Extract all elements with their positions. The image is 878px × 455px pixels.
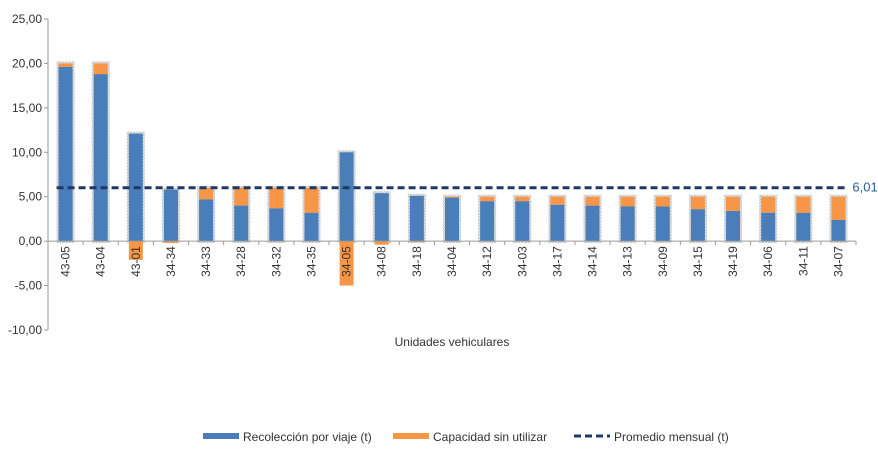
bar-capacidad	[199, 187, 214, 200]
bar-capacidad	[690, 196, 705, 210]
bar-capacidad	[445, 196, 459, 198]
y-tick-label: 20,00	[12, 56, 42, 70]
bar-recoleccion	[93, 74, 108, 242]
bar-recoleccion	[515, 201, 530, 242]
bar-recoleccion	[163, 189, 178, 242]
legend-swatch-recoleccion	[203, 433, 239, 439]
bar-capacidad	[796, 196, 811, 213]
y-tick-label: 0,00	[19, 234, 43, 248]
legend-swatch-capacidad	[393, 433, 429, 439]
bar-recoleccion	[374, 193, 389, 242]
average-line-group: 6,01	[56, 180, 878, 195]
bar-capacidad	[480, 196, 495, 202]
x-tick-label: 34-09	[656, 246, 670, 277]
bar-capacidad	[374, 241, 389, 245]
bar-recoleccion	[480, 201, 495, 242]
bar-recoleccion	[269, 208, 284, 242]
bar-recoleccion	[690, 209, 705, 242]
x-tick-label: 34-08	[375, 246, 389, 277]
bar-capacidad	[585, 196, 600, 206]
x-axis: 43-05 43-04 43-01 34-34 34-33 34-28 34-32 34-35…	[47, 240, 857, 277]
y-tick-label: -5,00	[15, 279, 43, 293]
bar-capacidad	[93, 63, 108, 75]
average-label: 6,01	[852, 180, 877, 195]
bar-recoleccion	[655, 206, 670, 242]
bar-capacidad	[550, 196, 565, 205]
x-tick-label: 34-11	[796, 246, 810, 276]
bar-capacidad	[620, 196, 635, 207]
x-tick-label: 34-05	[340, 246, 354, 277]
x-tick-label: 34-34	[164, 246, 178, 277]
bar-capacidad	[304, 187, 319, 213]
x-tick-label: 34-35	[304, 246, 318, 277]
bar-recoleccion	[199, 199, 214, 242]
bar-capacidad	[234, 187, 249, 206]
bar-recoleccion	[234, 205, 249, 242]
y-tick-label: 15,00	[12, 101, 42, 115]
y-tick-label: 25,00	[12, 12, 42, 26]
bar-recoleccion	[831, 219, 846, 242]
bar-recoleccion	[445, 197, 459, 242]
y-tick-label: 10,00	[12, 145, 42, 159]
bar-capacidad	[515, 196, 530, 202]
legend: Recolección por viaje (t) Capacidad sin u…	[203, 430, 729, 444]
bar-recoleccion	[620, 206, 635, 242]
y-tick-label: -10,00	[8, 323, 42, 337]
bar-capacidad	[269, 187, 284, 209]
bar-recoleccion	[304, 212, 319, 242]
legend-label-capacidad: Capacidad sin utilizar	[433, 430, 547, 444]
bar-capacidad	[58, 63, 73, 67]
bar-capacidad	[726, 196, 741, 211]
x-tick-label: 34-19	[726, 246, 740, 277]
bar-capacidad	[339, 241, 354, 286]
x-tick-label: 34-07	[831, 246, 845, 277]
x-tick-label: 34-18	[410, 246, 424, 277]
y-tick-label: 5,00	[19, 190, 43, 204]
bar-recoleccion	[761, 212, 776, 242]
x-tick-label: 34-13	[621, 246, 635, 277]
x-tick-label: 43-01	[129, 246, 143, 277]
bar-capacidad	[655, 196, 670, 207]
bar-recoleccion	[550, 204, 565, 242]
x-tick-label: 34-14	[586, 246, 600, 277]
bar-capacidad	[831, 196, 846, 220]
x-tick-label: 34-32	[269, 246, 283, 277]
bar-capacidad	[163, 241, 178, 243]
x-axis-title: Unidades vehiculares	[395, 335, 510, 349]
x-tick-label: 34-33	[199, 246, 213, 277]
bar-recoleccion	[339, 152, 354, 242]
x-tick-label: 43-04	[94, 246, 108, 277]
bar-capacidad	[761, 196, 776, 213]
bar-recoleccion	[726, 210, 741, 242]
bar-recoleccion	[58, 66, 73, 242]
legend-label-recoleccion: Recolección por viaje (t)	[243, 430, 372, 444]
x-tick-label: 34-17	[550, 246, 564, 277]
x-tick-label: 43-05	[59, 246, 73, 277]
bars	[58, 63, 846, 286]
x-tick-label: 34-06	[761, 246, 775, 277]
x-tick-label: 34-04	[445, 246, 459, 277]
bar-recoleccion	[409, 195, 424, 242]
bar-recoleccion	[585, 205, 600, 242]
bar-capacidad	[128, 241, 143, 260]
x-tick-label: 34-12	[480, 246, 494, 277]
x-tick-label: 34-15	[691, 246, 705, 277]
bar-recoleccion	[796, 212, 811, 242]
x-tick-label: 34-28	[234, 246, 248, 277]
legend-label-promedio: Promedio mensual (t)	[614, 430, 729, 444]
x-tick-label: 34-03	[515, 246, 529, 277]
y-axis: -10,00 -5,00 0,00 5,00 10,00 15,00 20,00 25,00	[8, 12, 49, 337]
